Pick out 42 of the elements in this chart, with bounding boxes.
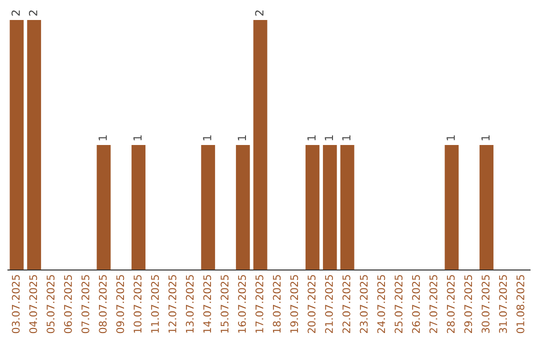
- data-label: 1: [342, 135, 350, 140]
- x-tick-label: 31.07.2025: [499, 275, 507, 334]
- x-tick-label: 08.07.2025: [98, 275, 107, 334]
- x-tick-label: 19.07.2025: [290, 275, 298, 333]
- x-tick-label: 18.07.2025: [272, 275, 281, 333]
- data-label: 1: [307, 135, 316, 140]
- data-label: 1: [324, 135, 333, 140]
- x-tick-label: 05.07.2025: [46, 275, 55, 334]
- x-tick-label: 17.07.2025: [255, 275, 264, 333]
- data-label: 1: [481, 135, 490, 140]
- x-tick-label: 26.07.2025: [412, 275, 420, 334]
- data-label: 1: [238, 135, 246, 140]
- data-label: 1: [446, 135, 455, 140]
- x-tick-label: 15.07.2025: [220, 275, 229, 333]
- x-tick-label: 21.07.2025: [325, 275, 333, 334]
- x-tick-label: 13.07.2025: [186, 275, 194, 333]
- x-tick-label: 03.07.2025: [12, 275, 20, 334]
- x-tick-label: 09.07.2025: [116, 275, 124, 334]
- x-tick-label: 22.07.2025: [342, 275, 350, 334]
- data-label: 2: [12, 10, 20, 16]
- x-tick-label: 14.07.2025: [203, 275, 212, 333]
- x-tick-label: 29.07.2025: [464, 275, 472, 334]
- data-label: 1: [133, 135, 142, 140]
- x-tick-label: 12.07.2025: [168, 275, 176, 333]
- data-label: 1: [98, 135, 107, 140]
- x-tick-label: 11.07.2025: [151, 275, 159, 333]
- x-tick-label: 28.07.2025: [446, 275, 455, 334]
- x-tick-label: 25.07.2025: [394, 275, 403, 334]
- x-tick-label: 04.07.2025: [29, 275, 38, 334]
- x-tick-label: 20.07.2025: [308, 275, 316, 334]
- x-tick-label: 23.07.2025: [360, 275, 368, 334]
- x-tick-label: 01.08.2025: [516, 275, 524, 334]
- x-tick-label: 16.07.2025: [238, 275, 246, 333]
- data-label: 2: [28, 10, 38, 16]
- data-label: 2: [255, 10, 264, 16]
- x-tick-label: 30.07.2025: [482, 275, 490, 334]
- x-tick-label: 07.07.2025: [81, 275, 90, 334]
- data-label: 1: [203, 135, 212, 140]
- x-tick-label: 27.07.2025: [429, 275, 438, 334]
- x-tick-label: 06.07.2025: [64, 275, 72, 334]
- x-tick-label: 24.07.2025: [377, 275, 386, 334]
- x-tick-label: 10.07.2025: [134, 275, 142, 333]
